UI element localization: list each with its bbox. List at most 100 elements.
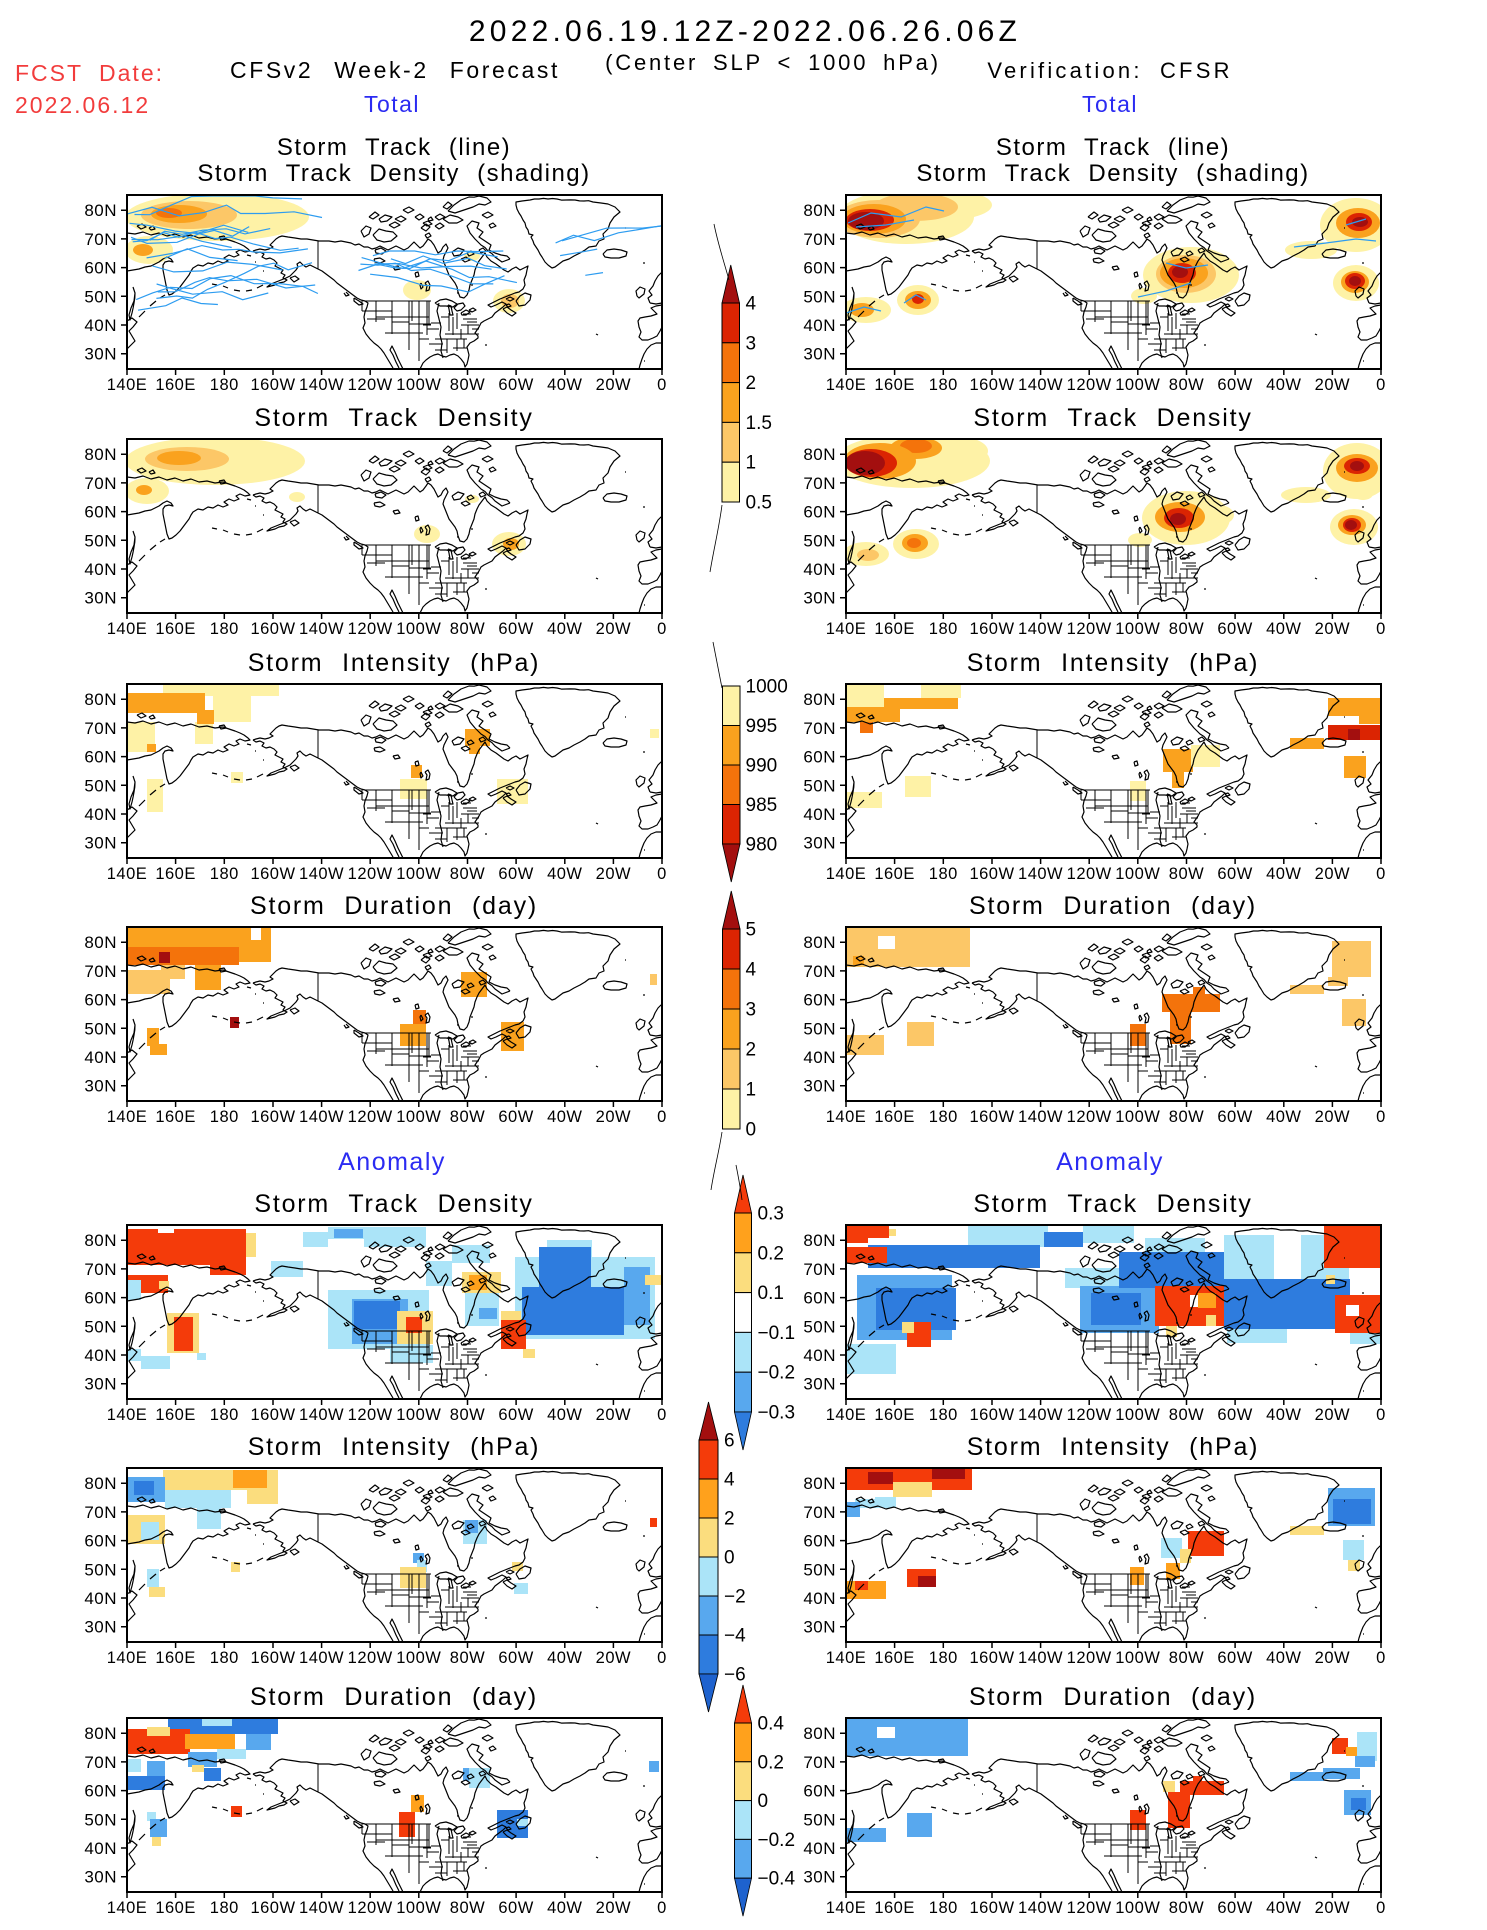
svg-text:180: 180	[929, 620, 958, 638]
svg-text:0: 0	[758, 1791, 769, 1812]
svg-text:80W: 80W	[450, 1108, 485, 1126]
svg-text:180: 180	[210, 1406, 239, 1424]
svg-text:−0.3: −0.3	[758, 1403, 796, 1424]
svg-text:140W: 140W	[299, 865, 344, 883]
svg-text:80N: 80N	[84, 1474, 117, 1493]
svg-text:20W: 20W	[596, 1899, 631, 1917]
svg-text:80N: 80N	[803, 1231, 836, 1250]
svg-text:−4: −4	[724, 1626, 746, 1647]
svg-text:Storm Intensity (hPa): Storm Intensity (hPa)	[967, 649, 1260, 677]
svg-text:140E: 140E	[107, 1108, 148, 1126]
svg-text:40N: 40N	[803, 560, 836, 579]
svg-text:70N: 70N	[84, 1503, 117, 1522]
svg-text:50N: 50N	[803, 1317, 836, 1336]
svg-text:80N: 80N	[84, 690, 117, 709]
svg-text:995: 995	[746, 716, 778, 737]
svg-text:80N: 80N	[803, 1474, 836, 1493]
svg-text:40W: 40W	[1266, 1649, 1301, 1667]
svg-text:0.2: 0.2	[758, 1243, 784, 1264]
svg-text:0.1: 0.1	[758, 1283, 784, 1304]
svg-text:180: 180	[929, 1649, 958, 1667]
svg-text:50N: 50N	[84, 1317, 117, 1336]
svg-text:Anomaly: Anomaly	[1056, 1148, 1164, 1176]
svg-text:Storm Duration (day): Storm Duration (day)	[250, 1683, 538, 1711]
svg-text:80W: 80W	[450, 376, 485, 394]
svg-text:−0.2: −0.2	[758, 1363, 796, 1384]
svg-text:Storm Intensity (hPa): Storm Intensity (hPa)	[967, 1433, 1260, 1461]
svg-text:180: 180	[929, 1108, 958, 1126]
svg-text:3: 3	[746, 333, 757, 354]
svg-text:160E: 160E	[155, 376, 196, 394]
svg-text:60N: 60N	[803, 1782, 836, 1801]
svg-text:0: 0	[657, 1108, 667, 1126]
svg-text:70N: 70N	[803, 474, 836, 493]
svg-text:50N: 50N	[84, 776, 117, 795]
svg-text:30N: 30N	[84, 1618, 117, 1637]
svg-text:60N: 60N	[803, 1289, 836, 1308]
svg-text:985: 985	[746, 795, 778, 816]
svg-text:Storm Duration (day): Storm Duration (day)	[250, 892, 538, 920]
svg-text:40N: 40N	[84, 1346, 117, 1365]
svg-text:160E: 160E	[874, 620, 915, 638]
svg-text:180: 180	[929, 1899, 958, 1917]
svg-text:140E: 140E	[107, 865, 148, 883]
svg-text:40W: 40W	[547, 1649, 582, 1667]
svg-text:40W: 40W	[1266, 1899, 1301, 1917]
svg-text:160W: 160W	[969, 1406, 1014, 1424]
svg-text:50N: 50N	[803, 287, 836, 306]
svg-text:120W: 120W	[348, 1899, 393, 1917]
svg-text:160E: 160E	[874, 1406, 915, 1424]
svg-text:160E: 160E	[874, 376, 915, 394]
svg-text:Total: Total	[1082, 91, 1138, 117]
svg-text:50N: 50N	[803, 1560, 836, 1579]
svg-text:40W: 40W	[547, 376, 582, 394]
svg-text:Storm Track Density (shading): Storm Track Density (shading)	[916, 160, 1309, 187]
svg-text:40W: 40W	[1266, 1108, 1301, 1126]
svg-text:80W: 80W	[450, 1649, 485, 1667]
svg-text:2022.06.19.12Z-2022.06.26.06Z: 2022.06.19.12Z-2022.06.26.06Z	[469, 15, 1021, 48]
svg-text:Storm Track Density: Storm Track Density	[254, 404, 533, 432]
svg-text:180: 180	[210, 376, 239, 394]
svg-text:100W: 100W	[396, 1406, 441, 1424]
svg-text:40N: 40N	[84, 805, 117, 824]
svg-text:160E: 160E	[155, 620, 196, 638]
svg-text:120W: 120W	[348, 1406, 393, 1424]
svg-text:80W: 80W	[450, 620, 485, 638]
svg-text:140W: 140W	[299, 1108, 344, 1126]
svg-text:0.4: 0.4	[758, 1714, 785, 1735]
svg-text:60W: 60W	[498, 1108, 533, 1126]
svg-text:160E: 160E	[874, 865, 915, 883]
svg-text:Storm Duration (day): Storm Duration (day)	[969, 892, 1257, 920]
svg-text:70N: 70N	[84, 1753, 117, 1772]
svg-text:80W: 80W	[1169, 1108, 1204, 1126]
svg-text:80N: 80N	[84, 201, 117, 220]
svg-text:70N: 70N	[84, 474, 117, 493]
svg-text:160W: 160W	[250, 1649, 295, 1667]
svg-text:0: 0	[1376, 1899, 1386, 1917]
svg-text:120W: 120W	[1067, 1108, 1112, 1126]
svg-text:160W: 160W	[250, 620, 295, 638]
svg-text:0: 0	[657, 1406, 667, 1424]
svg-text:0: 0	[1376, 865, 1386, 883]
svg-text:140E: 140E	[826, 620, 867, 638]
svg-text:40W: 40W	[547, 1406, 582, 1424]
svg-text:60N: 60N	[803, 991, 836, 1010]
svg-text:40N: 40N	[803, 1839, 836, 1858]
svg-text:120W: 120W	[348, 865, 393, 883]
svg-text:60N: 60N	[84, 259, 117, 278]
svg-text:100W: 100W	[396, 865, 441, 883]
svg-text:140W: 140W	[299, 1649, 344, 1667]
svg-text:80W: 80W	[450, 1899, 485, 1917]
svg-text:70N: 70N	[803, 230, 836, 249]
svg-text:20W: 20W	[1315, 620, 1350, 638]
svg-text:CFSv2 Week-2 Forecast: CFSv2 Week-2 Forecast	[230, 57, 560, 83]
svg-text:40W: 40W	[1266, 620, 1301, 638]
svg-text:40W: 40W	[547, 865, 582, 883]
svg-text:120W: 120W	[348, 1649, 393, 1667]
svg-text:80N: 80N	[803, 1724, 836, 1743]
svg-text:100W: 100W	[1115, 620, 1160, 638]
svg-text:140E: 140E	[107, 1406, 148, 1424]
svg-text:70N: 70N	[84, 1260, 117, 1279]
svg-text:4: 4	[746, 294, 757, 315]
svg-text:0.3: 0.3	[758, 1204, 784, 1225]
